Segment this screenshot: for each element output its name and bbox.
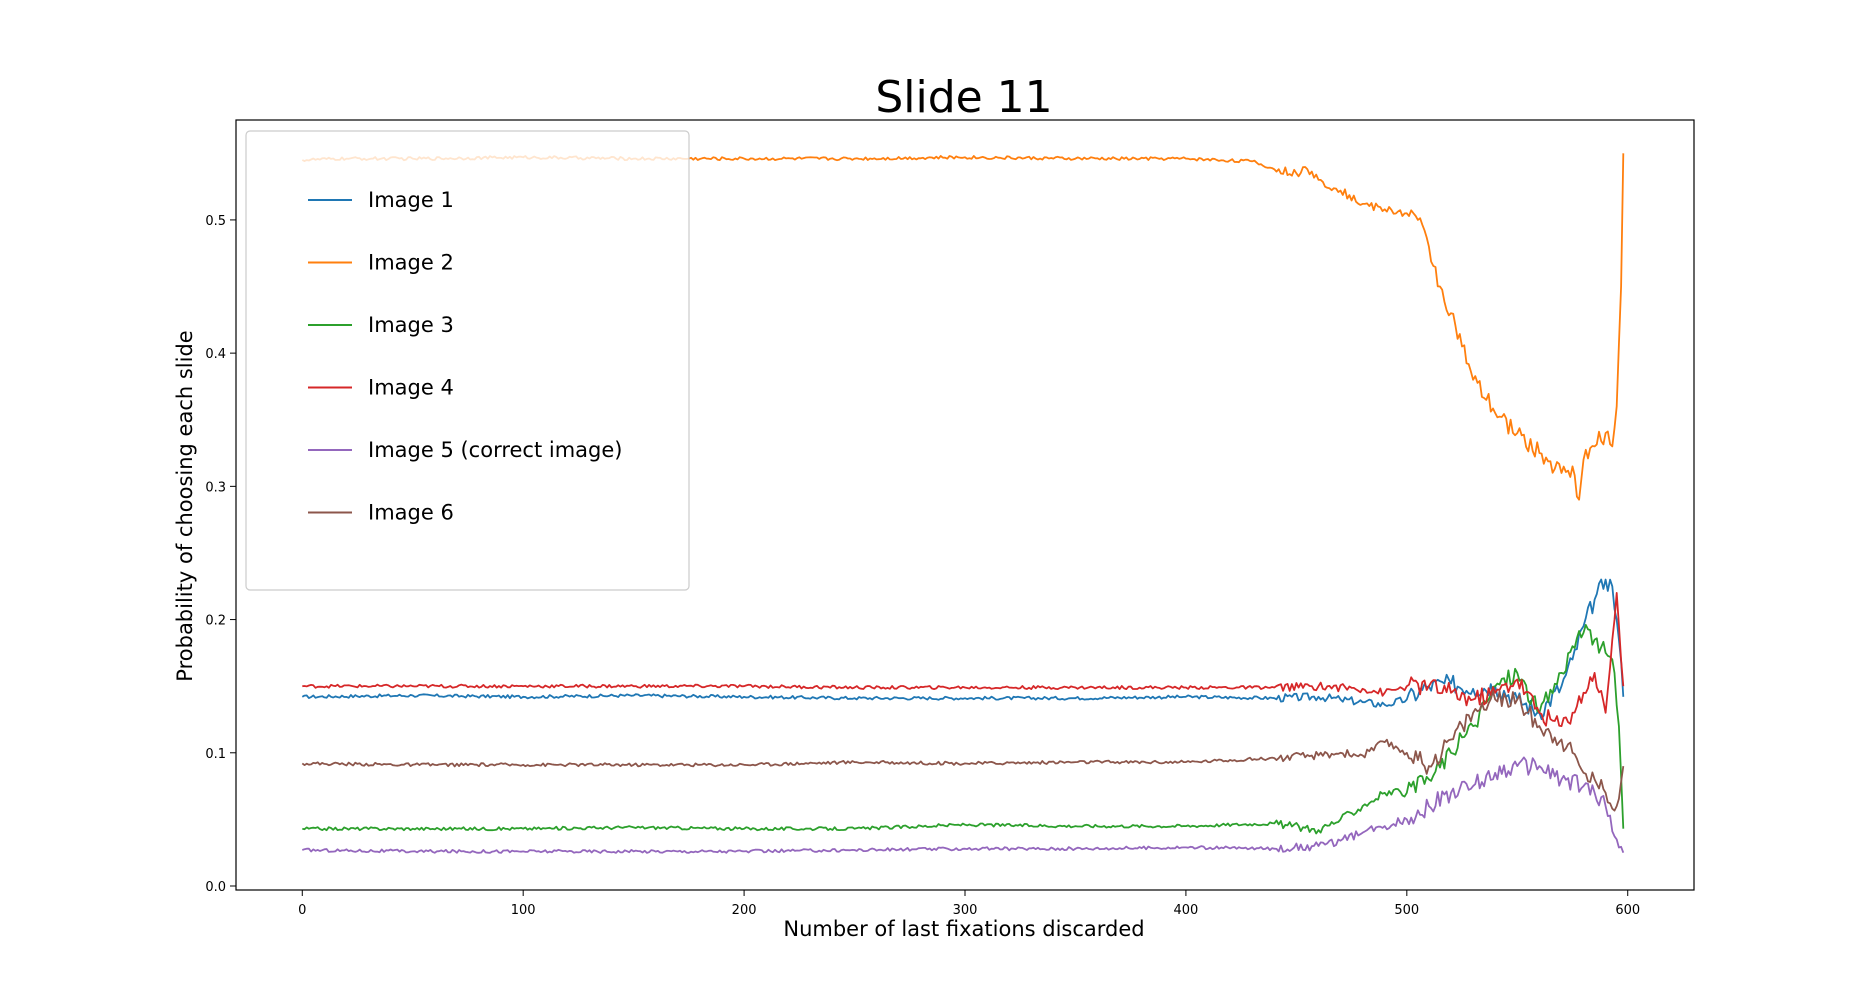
legend: Image 1 Image 2 Image 3 Image 4 Image 5 (cor…: [245, 130, 690, 591]
legend-label-2: Image 2: [368, 251, 454, 275]
y-axis: 0.0 0.1 0.2 0.3 0.4 0.5: [205, 214, 236, 895]
y-tick-label: 0.0: [205, 880, 226, 895]
legend-label-6: Image 6: [368, 501, 454, 525]
series-line-6: [301, 690, 1625, 812]
series-line-1: [301, 578, 1625, 721]
series-line-4: [302, 592, 1625, 727]
y-tick-label: 0.5: [205, 214, 226, 229]
x-tick-label: 500: [1394, 903, 1419, 918]
x-tick-label: 200: [732, 903, 757, 918]
y-tick-label: 0.3: [205, 480, 226, 495]
x-tick-label: 300: [953, 903, 978, 918]
x-tick-label: 400: [1173, 903, 1198, 918]
legend-box: [245, 130, 690, 591]
x-axis-label: Number of last fixations discarded: [783, 917, 1144, 941]
legend-label-1: Image 1: [368, 188, 454, 212]
legend-label-5: Image 5 (correct image): [368, 438, 622, 462]
x-tick-label: 600: [1615, 903, 1640, 918]
x-tick-label: 0: [298, 903, 306, 918]
y-tick-label: 0.2: [205, 614, 226, 629]
series-line-3: [302, 624, 1625, 835]
series-line-5: [301, 756, 1625, 854]
x-axis: 0 100 200 300 400 500 600: [298, 890, 1640, 918]
x-tick-label: 100: [511, 903, 536, 918]
y-tick-label: 0.1: [205, 747, 226, 762]
chart-title: Slide 11: [875, 72, 1052, 123]
y-axis-label: Probability of choosing each slide: [173, 330, 197, 681]
y-tick-label: 0.4: [205, 347, 226, 362]
legend-items: Image 1 Image 2 Image 3 Image 4 Image 5 (cor…: [308, 188, 622, 525]
legend-label-3: Image 3: [368, 313, 454, 337]
legend-label-4: Image 4: [368, 376, 454, 400]
